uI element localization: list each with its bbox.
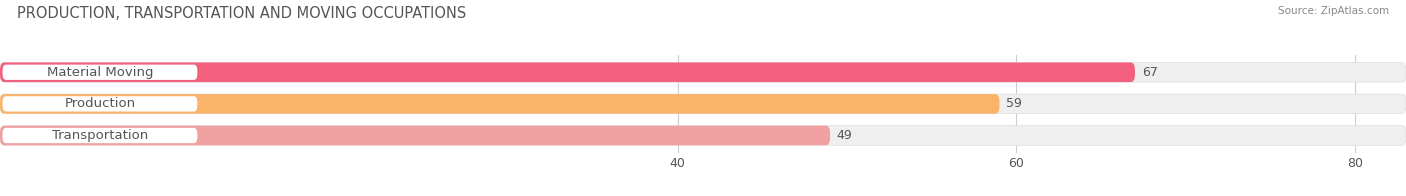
FancyBboxPatch shape bbox=[0, 94, 1000, 114]
Text: Source: ZipAtlas.com: Source: ZipAtlas.com bbox=[1278, 6, 1389, 16]
Text: 59: 59 bbox=[1007, 97, 1022, 110]
Text: Production: Production bbox=[65, 97, 135, 110]
FancyBboxPatch shape bbox=[3, 65, 197, 80]
FancyBboxPatch shape bbox=[3, 96, 197, 112]
Text: PRODUCTION, TRANSPORTATION AND MOVING OCCUPATIONS: PRODUCTION, TRANSPORTATION AND MOVING OC… bbox=[17, 6, 467, 21]
Text: 67: 67 bbox=[1142, 66, 1157, 79]
Text: Material Moving: Material Moving bbox=[46, 66, 153, 79]
FancyBboxPatch shape bbox=[0, 94, 1406, 114]
Text: Transportation: Transportation bbox=[52, 129, 148, 142]
FancyBboxPatch shape bbox=[3, 128, 197, 143]
FancyBboxPatch shape bbox=[0, 63, 1406, 82]
FancyBboxPatch shape bbox=[0, 126, 830, 145]
FancyBboxPatch shape bbox=[0, 126, 1406, 145]
Text: 49: 49 bbox=[837, 129, 852, 142]
FancyBboxPatch shape bbox=[0, 63, 1135, 82]
